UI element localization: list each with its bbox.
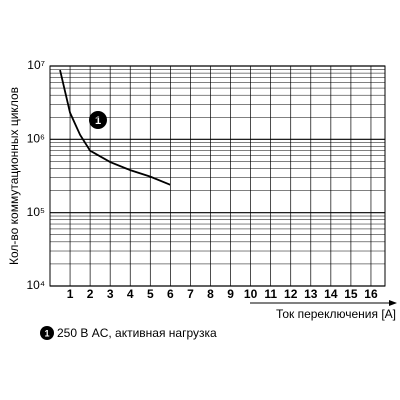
x-tick-label: 9 [227,287,234,301]
x-tick-label: 16 [364,287,378,301]
x-tick-label: 3 [107,287,114,301]
x-tick-label: 15 [344,287,358,301]
plot-frame [49,65,386,287]
y-tick-label: 10⁴ [26,278,45,292]
annotation-marker [89,111,107,129]
y-tick-label: 10⁵ [27,205,45,219]
x-tick-label: 14 [324,287,338,301]
x-tick-label: 7 [187,287,194,301]
x-tick-label: 13 [304,287,318,301]
x-tick-label: 6 [167,287,174,301]
y-axis-label: Кол-во коммутационных циклов [7,87,21,265]
x-tick-label: 2 [87,287,94,301]
x-tick-label: 1 [67,287,74,301]
x-tick-label: 12 [284,287,298,301]
legend-marker [40,326,54,340]
legend-marker-text: 1 [44,328,49,338]
legend-label: 250 В AC, активная нагрузка [57,326,217,340]
x-tick-label: 10 [244,287,258,301]
x-tick-label: 11 [264,287,277,301]
x-tick-label: 8 [207,287,214,301]
y-tick-label: 10⁷ [27,58,45,72]
x-tick-label: 4 [127,287,134,301]
series-line [59,69,171,186]
y-tick-label: 10⁶ [27,132,45,146]
x-axis-label: Ток переключения [A] [276,307,396,321]
annotation-text: 1 [95,115,101,127]
x-tick-label: 5 [147,287,154,301]
